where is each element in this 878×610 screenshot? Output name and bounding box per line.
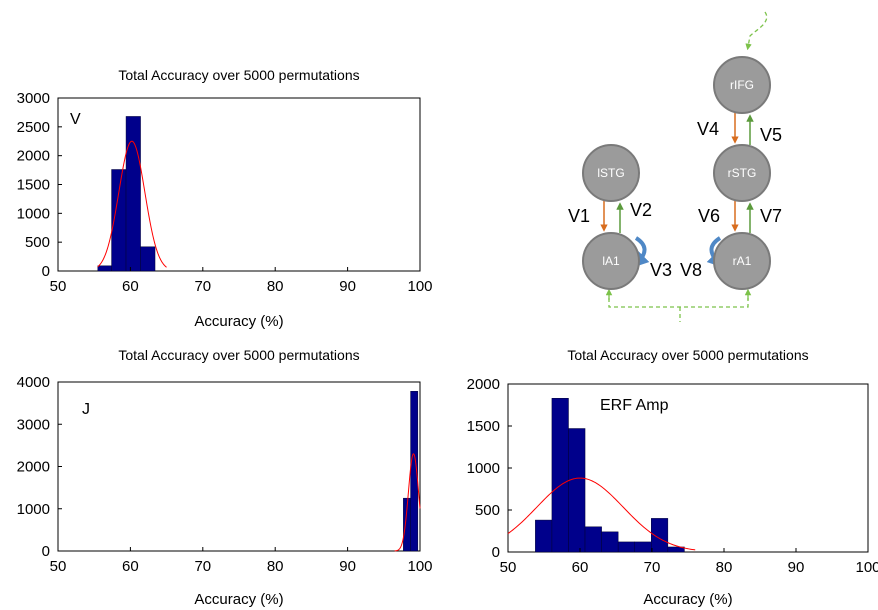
histogram-bar-8 <box>667 546 685 553</box>
histogram-bar-3 <box>584 526 602 553</box>
label-v4: V4 <box>697 119 719 139</box>
node-ra1: rA1 <box>713 232 771 290</box>
y-tick-label-1: 500 <box>25 234 50 251</box>
label-v5: V5 <box>760 125 782 145</box>
y-tick-label-0: 0 <box>492 544 500 561</box>
label-v1: V1 <box>568 206 590 226</box>
y-tick-label-3: 1500 <box>17 177 50 194</box>
label-v8: V8 <box>680 260 702 280</box>
x-tick-label-1: 60 <box>572 559 589 576</box>
y-tick-label-0: 0 <box>42 543 50 560</box>
histogram-bar-2 <box>125 116 141 272</box>
x-tick-label-2: 70 <box>194 558 211 575</box>
x-tick-label-3: 80 <box>267 278 284 295</box>
y-tick-label-0: 0 <box>42 263 50 280</box>
y-tick-label-6: 3000 <box>17 90 50 107</box>
histogram-bar-3 <box>140 246 156 272</box>
y-tick-label-5: 2500 <box>17 119 50 136</box>
x-tick-label-2: 70 <box>644 559 661 576</box>
y-tick-label-4: 2000 <box>17 148 50 165</box>
x-tick-label-0: 50 <box>50 278 67 295</box>
x-axis-label: Accuracy (%) <box>643 591 732 608</box>
normal-fit-curve <box>507 477 696 551</box>
y-tick-label-4: 2000 <box>467 376 500 393</box>
x-tick-label-3: 80 <box>716 559 733 576</box>
normal-fit-curve <box>97 140 167 268</box>
histogram-top-left: Total Accuracy over 5000 permutations 50 6… <box>17 67 433 330</box>
panel-label: J <box>82 401 90 418</box>
network-diagram: rIFG rSTG lSTG lA1 rA1 V1 V2 V3 V4 V5 V6… <box>568 11 782 322</box>
label-v2: V2 <box>630 200 652 220</box>
y-tick-label-3: 3000 <box>17 416 50 433</box>
histogram-bottom-left: Total Accuracy over 5000 permutations 50 6… <box>17 347 433 608</box>
y-tick-label-2: 1000 <box>467 460 500 477</box>
y-tick-label-3: 1500 <box>467 418 500 435</box>
x-tick-label-1: 60 <box>122 278 139 295</box>
y-tick-label-4: 4000 <box>17 374 50 391</box>
node-rifg: rIFG <box>713 56 771 114</box>
y-tick-label-2: 1000 <box>17 205 50 222</box>
svg-text:lSTG: lSTG <box>597 166 624 180</box>
node-la1: lA1 <box>582 232 640 290</box>
x-tick-label-0: 50 <box>500 559 517 576</box>
y-tick-label-1: 1000 <box>17 501 50 518</box>
chart-title: Total Accuracy over 5000 permutations <box>118 347 359 363</box>
svg-text:lA1: lA1 <box>602 254 620 268</box>
x-tick-label-4: 90 <box>339 558 356 575</box>
node-rstg: rSTG <box>713 144 771 202</box>
x-axis-label: Accuracy (%) <box>194 313 283 330</box>
histogram-bar-1 <box>551 398 569 553</box>
plot-frame <box>57 381 421 552</box>
x-tick-label-0: 50 <box>50 558 67 575</box>
x-tick-label-4: 90 <box>339 278 356 295</box>
histogram-bar-5 <box>617 541 635 553</box>
x-tick-label-1: 60 <box>122 558 139 575</box>
histogram-bar-2 <box>568 428 586 553</box>
x-tick-label-5: 100 <box>407 278 432 295</box>
top-input-arrow <box>745 11 768 51</box>
panel-label: V <box>70 111 81 128</box>
label-v6: V6 <box>698 206 720 226</box>
y-tick-label-1: 500 <box>475 502 500 519</box>
x-tick-label-3: 80 <box>267 558 284 575</box>
self-loop-la1 <box>632 236 650 268</box>
svg-text:rA1: rA1 <box>733 254 752 268</box>
y-tick-label-2: 2000 <box>17 459 50 476</box>
x-tick-label-5: 100 <box>855 559 878 576</box>
bottom-input-bracket <box>608 298 749 308</box>
chart-title: Total Accuracy over 5000 permutations <box>118 67 359 83</box>
x-tick-label-2: 70 <box>194 278 211 295</box>
chart-title: Total Accuracy over 5000 permutations <box>567 347 808 363</box>
histogram-bottom-right: Total Accuracy over 5000 permutations 50 6… <box>467 347 878 608</box>
x-tick-label-4: 90 <box>788 559 805 576</box>
histogram-bar-6 <box>634 541 652 553</box>
panel-label: ERF Amp <box>600 397 669 414</box>
x-axis-label: Accuracy (%) <box>194 591 283 608</box>
histogram-bar-7 <box>651 518 669 553</box>
svg-text:rIFG: rIFG <box>730 78 754 92</box>
histogram-bar-0 <box>97 265 112 272</box>
label-v7: V7 <box>760 206 782 226</box>
histogram-bar-4 <box>601 531 619 553</box>
svg-text:rSTG: rSTG <box>728 166 757 180</box>
label-v3: V3 <box>650 260 672 280</box>
node-lstg: lSTG <box>582 144 640 202</box>
histogram-bar-0 <box>535 519 553 553</box>
normal-fit-curve <box>394 453 421 552</box>
x-tick-label-5: 100 <box>407 558 432 575</box>
